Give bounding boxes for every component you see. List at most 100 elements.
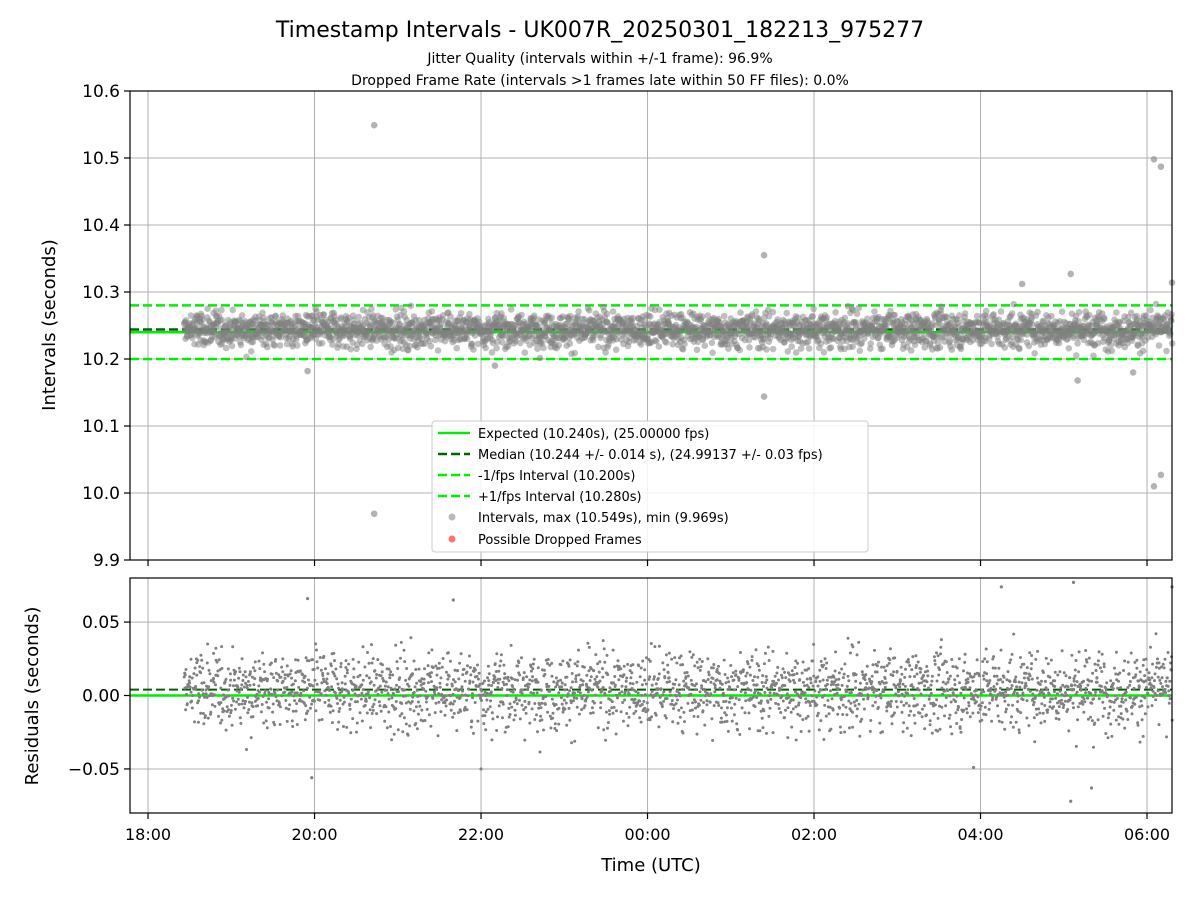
interval-point	[276, 342, 284, 349]
residual-point	[246, 680, 250, 683]
residual-point	[228, 683, 232, 687]
residual-point	[1017, 728, 1021, 732]
interval-point	[871, 308, 878, 315]
residual-point	[976, 695, 980, 699]
residual-point	[1025, 666, 1029, 670]
residual-point	[587, 669, 591, 673]
residual-point	[839, 731, 843, 735]
residual-point	[831, 708, 835, 712]
residual-point	[685, 671, 689, 674]
interval-point	[1065, 345, 1073, 352]
residual-point	[754, 689, 758, 693]
residual-point	[482, 722, 486, 726]
residual-point	[561, 710, 565, 714]
residual-point	[746, 687, 750, 691]
residual-point	[804, 716, 808, 720]
legend-box	[431, 420, 869, 553]
residual-point	[610, 706, 614, 710]
residual-point	[749, 697, 753, 701]
residual-point	[241, 699, 245, 703]
residual-point	[1028, 674, 1032, 678]
interval-point	[669, 340, 676, 348]
residual-point	[399, 640, 403, 644]
residual-point	[342, 695, 346, 699]
residual-point	[825, 682, 829, 686]
residual-point	[908, 675, 912, 679]
residual-point	[463, 705, 467, 709]
residual-point	[270, 692, 274, 696]
residual-point	[599, 706, 603, 710]
residual-point	[716, 701, 720, 705]
residual-point	[694, 700, 697, 704]
residual-point	[481, 693, 485, 697]
residual-point	[652, 677, 656, 681]
residual-point	[355, 721, 359, 725]
residual-point	[925, 665, 929, 668]
residual-point	[788, 673, 792, 677]
chart-title: Timestamp Intervals - UK007R_20250301_18…	[275, 18, 924, 43]
residual-point	[814, 680, 818, 683]
residual-point	[720, 720, 724, 724]
residual-point	[948, 694, 952, 698]
residual-point	[812, 674, 816, 678]
residual-point	[622, 719, 625, 723]
residual-point	[848, 651, 852, 655]
residual-point	[368, 696, 372, 700]
residual-point	[443, 713, 447, 717]
interval-outlier-point	[760, 393, 768, 400]
residual-point	[1022, 662, 1026, 666]
residual-point	[337, 710, 341, 713]
residual-point	[630, 671, 634, 675]
residual-point	[871, 704, 875, 708]
residual-point	[221, 707, 225, 711]
residual-point	[673, 682, 677, 686]
residual-point	[875, 670, 879, 674]
residual-point	[241, 673, 245, 677]
residual-point	[339, 662, 343, 665]
residual-point	[957, 657, 961, 661]
residual-point	[426, 695, 430, 699]
interval-point	[428, 308, 436, 315]
residual-point	[676, 721, 680, 725]
residual-point	[311, 658, 315, 662]
residual-point	[666, 671, 670, 674]
residual-point	[427, 651, 431, 655]
residual-point	[280, 665, 284, 669]
residual-point	[770, 686, 774, 689]
residual-point	[679, 654, 683, 658]
residual-point	[732, 688, 736, 692]
residual-point	[667, 651, 671, 655]
residual-point	[646, 708, 650, 712]
residual-point	[783, 716, 786, 720]
interval-outlier-point	[370, 121, 378, 129]
interval-point	[389, 319, 396, 327]
residual-point	[668, 680, 672, 684]
residual-point	[720, 706, 723, 710]
residual-point	[1001, 680, 1005, 684]
residual-point	[444, 694, 448, 698]
residual-point	[394, 700, 398, 703]
interval-point	[563, 320, 571, 328]
residual-point	[888, 658, 892, 662]
residual-point	[674, 702, 678, 706]
residual-point	[950, 658, 954, 661]
residual-point	[437, 666, 441, 670]
residual-point	[387, 697, 391, 701]
residual-point	[465, 698, 469, 702]
residual-point	[788, 679, 792, 683]
residual-point	[751, 695, 755, 699]
residual-point	[928, 723, 932, 727]
residual-point	[237, 690, 241, 694]
residual-point	[1053, 670, 1057, 674]
residual-point	[366, 689, 370, 693]
residual-point	[251, 705, 255, 709]
residual-point	[874, 694, 878, 698]
interval-point	[956, 312, 963, 319]
residual-point	[724, 699, 728, 703]
residual-point	[224, 728, 228, 732]
residual-point	[1049, 658, 1053, 662]
residual-point	[524, 711, 528, 715]
residual-point	[662, 699, 666, 703]
interval-point	[228, 342, 236, 350]
residual-point	[876, 705, 880, 709]
